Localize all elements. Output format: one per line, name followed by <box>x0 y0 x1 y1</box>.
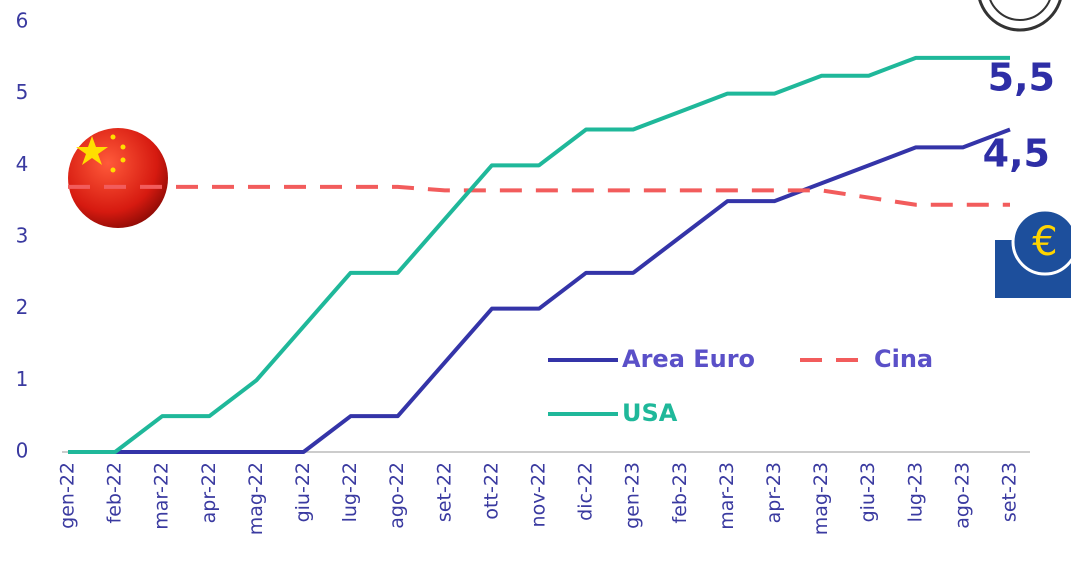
y-tick-label: 2 <box>16 295 29 319</box>
legend-label: Area Euro <box>622 345 755 373</box>
x-tick-label: nov-22 <box>528 462 550 527</box>
legend-label: USA <box>622 399 678 427</box>
x-tick-label: feb-23 <box>669 462 691 523</box>
annotation: 4,5 <box>983 132 1050 176</box>
ecb-logo: € <box>995 208 1071 298</box>
x-tick-label: lug-23 <box>904 462 926 522</box>
y-tick-label: 0 <box>16 439 29 463</box>
x-tick-label: giu-23 <box>857 462 879 522</box>
x-tick-label: mar-23 <box>716 462 738 530</box>
x-tick-label: mag-23 <box>810 462 832 535</box>
x-tick-label: ott-22 <box>480 462 502 520</box>
series-line <box>68 127 1011 454</box>
y-tick-label: 6 <box>16 9 29 33</box>
china-flag <box>68 128 168 228</box>
y-tick-label: 3 <box>16 224 29 248</box>
x-tick-label: ago-22 <box>386 462 408 529</box>
y-tick-label: 4 <box>16 152 29 176</box>
x-tick-label: mar-22 <box>151 462 173 530</box>
x-tick-label: apr-23 <box>763 462 785 523</box>
annotation: 5,5 <box>988 56 1055 100</box>
series-line <box>68 184 1010 207</box>
fed-logo <box>978 0 1062 32</box>
x-tick-label: mag-22 <box>245 462 267 535</box>
x-tick-label: set-22 <box>433 462 455 522</box>
x-tick-label: gen-22 <box>57 462 79 529</box>
x-tick-label: dic-22 <box>575 462 597 521</box>
x-tick-label: feb-22 <box>104 462 126 523</box>
legend-label: Cina <box>874 345 933 373</box>
series-line <box>68 55 1010 454</box>
x-tick-label: apr-22 <box>198 462 220 523</box>
svg-text:€: € <box>1032 219 1057 265</box>
x-tick-label: set-23 <box>999 462 1021 522</box>
x-tick-label: ago-23 <box>951 462 973 529</box>
x-tick-label: giu-22 <box>292 462 314 522</box>
x-tick-label: lug-22 <box>339 462 361 522</box>
y-tick-label: 1 <box>16 367 29 391</box>
y-tick-label: 5 <box>16 80 29 104</box>
x-tick-label: gen-23 <box>622 462 644 529</box>
